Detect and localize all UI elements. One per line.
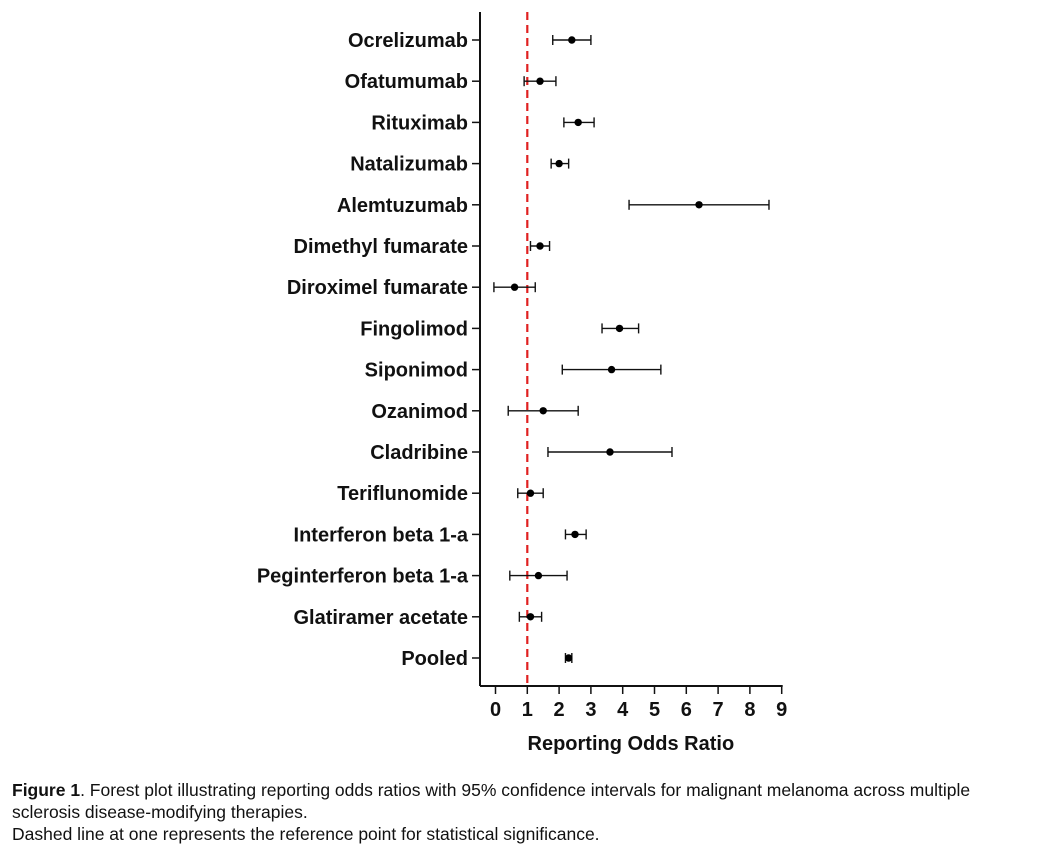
x-tick-label: 5 <box>649 699 660 721</box>
figure-caption: Figure 1. Forest plot illustrating repor… <box>12 779 1028 845</box>
row-label: Interferon beta 1-a <box>294 524 469 546</box>
x-tick-label: 0 <box>490 699 501 721</box>
caption-text: . Forest plot illustrating reporting odd… <box>12 780 971 822</box>
forest-row: Alemtuzumab <box>337 195 770 217</box>
point-estimate <box>568 36 576 44</box>
forest-row: Natalizumab <box>350 154 570 176</box>
x-tick-label: 1 <box>522 699 533 721</box>
point-estimate <box>615 324 624 333</box>
point-estimate <box>534 571 543 580</box>
row-label: Rituximab <box>371 112 468 134</box>
forest-row: Rituximab <box>371 112 595 134</box>
row-label: Siponimod <box>365 360 468 382</box>
forest-plot: Ocrelizumab Ofatumumab Rituximab Natalizuma… <box>257 12 787 755</box>
point-estimate <box>536 242 544 250</box>
row-label: Peginterferon beta 1-a <box>257 566 469 588</box>
row-label: Ofatumumab <box>345 71 468 93</box>
row-label: Glatiramer acetate <box>293 607 468 629</box>
forest-row: Interferon beta 1-a <box>294 524 587 546</box>
row-label: Dimethyl fumarate <box>294 236 469 258</box>
point-estimate <box>539 407 547 415</box>
point-estimate <box>526 489 535 497</box>
point-estimate <box>695 201 703 209</box>
forest-row: Ofatumumab <box>345 71 557 93</box>
forest-row: Fingolimod <box>360 318 640 340</box>
forest-row: Ozanimod <box>371 401 579 423</box>
x-tick-label: 8 <box>744 699 755 721</box>
point-estimate <box>536 77 544 85</box>
x-tick-label: 6 <box>681 699 692 721</box>
figure-label: Figure 1 <box>12 780 81 800</box>
point-estimate <box>607 365 616 374</box>
forest-row: Teriflunomide <box>337 483 544 505</box>
row-label: Diroximel fumarate <box>287 277 468 299</box>
point-estimate <box>606 448 614 456</box>
row-label: Teriflunomide <box>337 483 468 505</box>
point-estimate <box>571 530 579 539</box>
caption-line-1: Figure 1. Forest plot illustrating repor… <box>12 779 1028 823</box>
row-label: Cladribine <box>370 442 468 464</box>
row-label: Pooled <box>401 648 468 670</box>
forest-row: Peginterferon beta 1-a <box>257 566 568 588</box>
point-estimate <box>555 159 563 168</box>
x-tick-label: 2 <box>554 699 565 721</box>
x-tick-label: 7 <box>713 699 724 721</box>
point-estimate <box>526 613 535 621</box>
x-tick-label: 4 <box>617 699 629 721</box>
x-tick-label: 9 <box>776 699 787 721</box>
forest-row: Glatiramer acetate <box>293 607 543 629</box>
forest-row: Pooled <box>401 648 573 670</box>
point-estimate <box>564 654 573 662</box>
row-label: Fingolimod <box>360 318 468 340</box>
caption-line-2: Dashed line at one represents the refere… <box>12 824 600 844</box>
point-estimate <box>510 283 519 291</box>
forest-row: Ocrelizumab <box>348 30 592 52</box>
row-label: Alemtuzumab <box>337 195 468 217</box>
point-estimate <box>574 118 582 127</box>
rows-layer: Ocrelizumab Ofatumumab Rituximab Natalizuma… <box>257 30 770 670</box>
row-label: Ocrelizumab <box>348 30 468 52</box>
x-axis-title: Reporting Odds Ratio <box>528 733 735 755</box>
row-label: Natalizumab <box>350 154 468 176</box>
forest-row: Dimethyl fumarate <box>294 236 551 258</box>
forest-row: Siponimod <box>365 360 662 382</box>
forest-row: Cladribine <box>370 442 673 464</box>
axes-layer <box>479 12 783 687</box>
forest-row: Diroximel fumarate <box>287 277 536 299</box>
row-label: Ozanimod <box>371 401 468 423</box>
x-tick-label: 3 <box>585 699 596 721</box>
